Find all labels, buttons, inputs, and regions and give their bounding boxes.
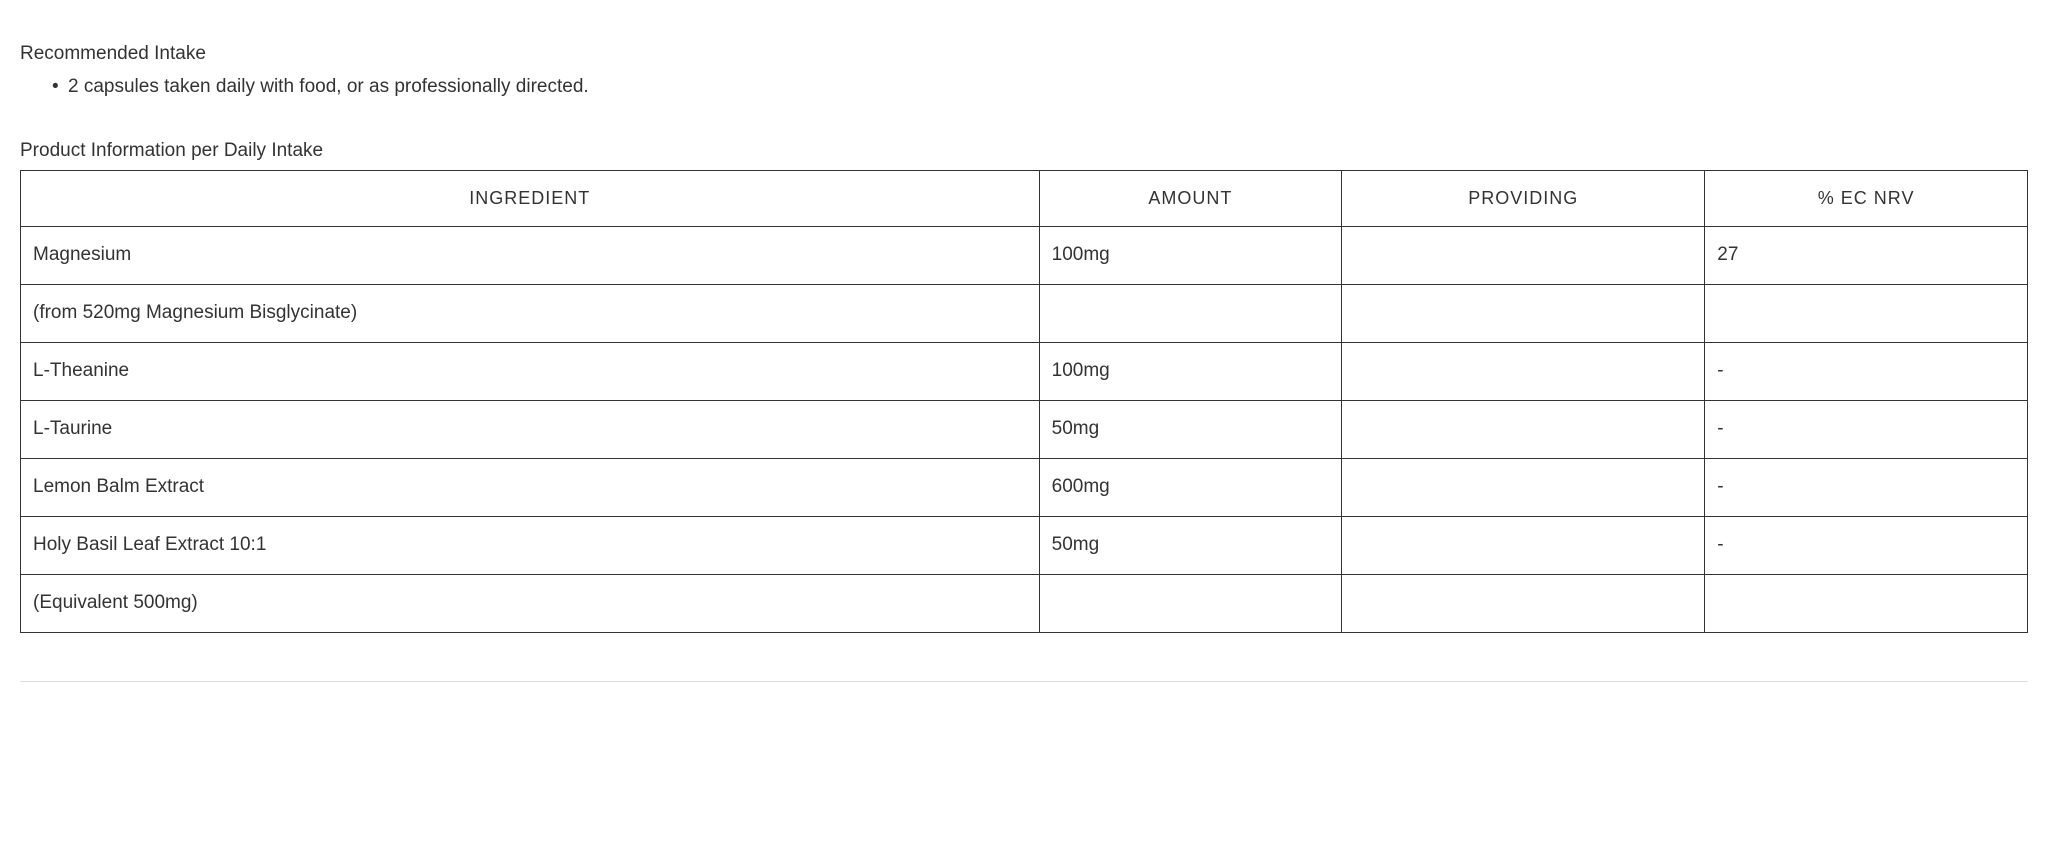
cell-providing: [1342, 574, 1705, 632]
cell-providing: [1342, 400, 1705, 458]
cell-amount: 100mg: [1039, 342, 1342, 400]
cell-providing: [1342, 226, 1705, 284]
cell-nrv: [1705, 574, 2028, 632]
cell-nrv: [1705, 284, 2028, 342]
col-header-amount: AMOUNT: [1039, 170, 1342, 226]
table-row: (Equivalent 500mg): [21, 574, 2028, 632]
cell-nrv: -: [1705, 342, 2028, 400]
product-info-heading: Product Information per Daily Intake: [20, 137, 2028, 166]
cell-providing: [1342, 284, 1705, 342]
cell-providing: [1342, 342, 1705, 400]
table-row: Lemon Balm Extract600mg -: [21, 458, 2028, 516]
table-row: Magnesium100mg 27: [21, 226, 2028, 284]
recommended-intake-heading: Recommended Intake: [20, 40, 2028, 69]
recommended-intake-list: 2 capsules taken daily with food, or as …: [20, 73, 2028, 102]
table-row: L-Theanine100mg -: [21, 342, 2028, 400]
col-header-nrv: % EC NRV: [1705, 170, 2028, 226]
cell-ingredient: L-Taurine: [21, 400, 1040, 458]
cell-ingredient: L-Theanine: [21, 342, 1040, 400]
cell-nrv: -: [1705, 516, 2028, 574]
col-header-ingredient: INGREDIENT: [21, 170, 1040, 226]
table-row: Holy Basil Leaf Extract 10:150mg -: [21, 516, 2028, 574]
cell-ingredient: Holy Basil Leaf Extract 10:1: [21, 516, 1040, 574]
cell-providing: [1342, 516, 1705, 574]
intake-bullet: 2 capsules taken daily with food, or as …: [68, 73, 2028, 102]
product-info-table: INGREDIENT AMOUNT PROVIDING % EC NRV Mag…: [20, 170, 2028, 633]
cell-amount: 100mg: [1039, 226, 1342, 284]
cell-amount: 50mg: [1039, 400, 1342, 458]
cell-nrv: -: [1705, 400, 2028, 458]
cell-amount: 50mg: [1039, 516, 1342, 574]
table-row: L-Taurine50mg -: [21, 400, 2028, 458]
cell-amount: [1039, 574, 1342, 632]
cell-nrv: 27: [1705, 226, 2028, 284]
footer-divider: [20, 681, 2028, 682]
cell-ingredient: Lemon Balm Extract: [21, 458, 1040, 516]
table-header-row: INGREDIENT AMOUNT PROVIDING % EC NRV: [21, 170, 2028, 226]
cell-amount: [1039, 284, 1342, 342]
cell-providing: [1342, 458, 1705, 516]
col-header-providing: PROVIDING: [1342, 170, 1705, 226]
cell-ingredient: (from 520mg Magnesium Bisglycinate): [21, 284, 1040, 342]
table-row: (from 520mg Magnesium Bisglycinate): [21, 284, 2028, 342]
cell-amount: 600mg: [1039, 458, 1342, 516]
cell-nrv: -: [1705, 458, 2028, 516]
cell-ingredient: (Equivalent 500mg): [21, 574, 1040, 632]
cell-ingredient: Magnesium: [21, 226, 1040, 284]
